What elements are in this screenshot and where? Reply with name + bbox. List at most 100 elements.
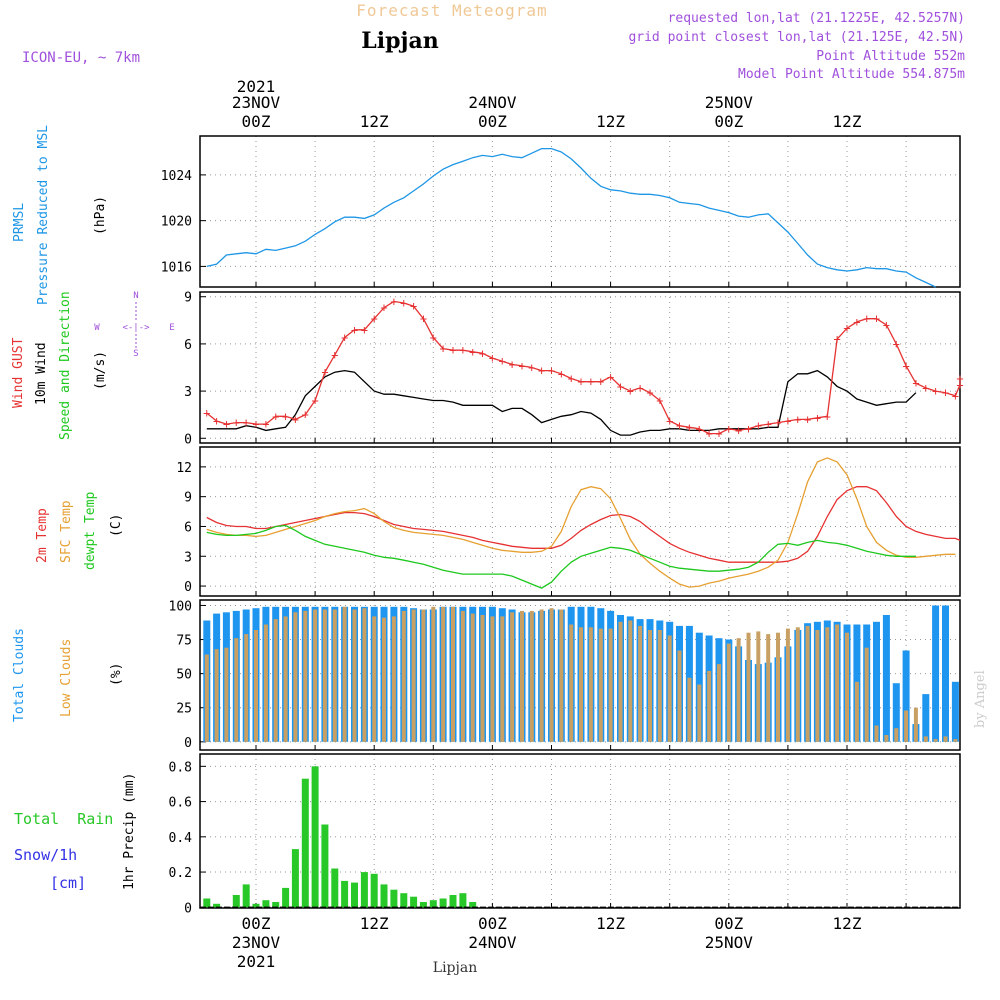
gust-marker: + [956, 378, 963, 392]
gust-marker: + [745, 422, 752, 436]
rain-bar [213, 903, 221, 908]
low-cloud-bar [677, 650, 682, 742]
gust-marker: + [853, 315, 860, 329]
rain-bar [400, 893, 408, 908]
low-cloud-bar [776, 632, 780, 742]
low-cloud-bar [303, 610, 308, 742]
top-hour-label: 12Z [833, 112, 862, 131]
gust-marker: + [282, 409, 289, 423]
low-cloud-bar [697, 684, 702, 742]
low-cloud-bar [894, 728, 899, 742]
low-cloud-bar [470, 613, 475, 742]
gust-marker: + [784, 414, 791, 428]
low-cloud-bar [372, 616, 377, 742]
pressure-unit: (hPa) [93, 196, 108, 235]
low-cloud-bar [707, 670, 712, 742]
precip-frame [199, 753, 961, 909]
grid-point-coordinates: grid point closest lon,lat (21.125E, 42.… [628, 30, 965, 45]
y-tick-label: 12 [176, 461, 192, 476]
total-cloud-bar [951, 681, 959, 742]
low-cloud-bar [539, 609, 544, 742]
rain-bar [351, 882, 358, 908]
rain-bar [341, 880, 349, 908]
compass-south: S [133, 349, 138, 359]
low-cloud-bar [273, 619, 278, 742]
low-cloud-bar [756, 631, 761, 742]
rain-bar [380, 884, 388, 908]
gust-marker: + [499, 354, 506, 368]
gust-marker: + [824, 409, 831, 423]
y-tick-label: 6 [184, 520, 192, 535]
gust-marker: + [902, 359, 909, 373]
pressure-series [206, 147, 936, 288]
low-cloud-bar [657, 630, 662, 742]
model-point-altitude: Model Point Altitude 554.875m [738, 67, 965, 82]
y-tick-label: 0.4 [169, 831, 193, 846]
gust-marker: + [686, 420, 693, 434]
gust-marker: + [956, 372, 963, 386]
temp-frame [199, 446, 961, 597]
gust-marker: + [292, 412, 299, 426]
total-cloud-bar [902, 650, 910, 742]
gust-marker: + [430, 331, 437, 345]
gust-marker: + [627, 384, 634, 398]
low-cloud-bar [825, 627, 830, 742]
top-date-label: 25NOV [705, 93, 754, 112]
low-cloud-bar [263, 624, 268, 742]
y-tick-label: 0.6 [169, 796, 192, 811]
gust-marker: + [705, 427, 712, 441]
t2m-line [206, 486, 961, 563]
gust-marker: + [262, 417, 269, 431]
gust-marker: + [479, 346, 486, 360]
low-cloud-bar [234, 638, 239, 742]
top-hour-label: 00Z [714, 112, 743, 131]
gust-marker: + [863, 312, 870, 326]
clouds-frame [199, 599, 961, 751]
low-cloud-bar [480, 615, 485, 742]
low-cloud-bar [441, 606, 446, 742]
y-tick-label: 1020 [161, 215, 192, 230]
y-tick-label: 0 [184, 580, 192, 595]
gust-marker: + [656, 394, 663, 408]
low-clouds-label: Low Clouds [59, 639, 74, 717]
gust-marker: + [459, 343, 466, 357]
cloud-bars [203, 605, 959, 742]
y-tick-label: 0 [184, 432, 192, 447]
top-year: 2021 [237, 77, 276, 96]
rain-bar [439, 898, 447, 908]
gust-marker: + [331, 348, 338, 362]
low-cloud-bar [401, 610, 406, 742]
gust-marker: + [942, 386, 949, 400]
y-tick-label: 3 [184, 385, 192, 400]
gust-marker: + [607, 370, 614, 384]
low-cloud-bar [214, 649, 219, 742]
low-cloud-bar [904, 710, 909, 742]
low-cloud-bar [638, 625, 643, 742]
gust-marker: + [912, 376, 919, 390]
gust-marker: + [410, 299, 417, 313]
model-name: ICON-EU, ~ 7km [22, 50, 140, 66]
gust-marker: + [203, 406, 210, 420]
compass-west: W [94, 323, 100, 333]
bottom-hour-label: 12Z [596, 914, 625, 933]
low-cloud-bar [382, 617, 386, 742]
y-tick-label: 9 [184, 291, 192, 306]
low-cloud-bar [628, 620, 633, 742]
rain-bar [419, 902, 427, 908]
wind-unit: (m/s) [93, 351, 108, 390]
low-cloud-bar [717, 664, 721, 742]
low-cloud-bar [854, 681, 859, 742]
t2m-label: 2m Temp [35, 508, 50, 563]
gust-marker: + [893, 337, 900, 351]
gust-marker: + [361, 323, 368, 337]
low-cloud-bar [342, 606, 347, 742]
gust-marker: + [223, 417, 230, 431]
rain-bar [429, 900, 437, 908]
gust-marker: + [252, 417, 259, 431]
gust-marker: + [587, 375, 594, 389]
low-cloud-bar [933, 739, 938, 742]
total-cloud-bar [882, 615, 890, 742]
low-cloud-bar [943, 736, 948, 742]
low-cloud-bar [864, 647, 869, 742]
low-cloud-bar [845, 632, 849, 742]
